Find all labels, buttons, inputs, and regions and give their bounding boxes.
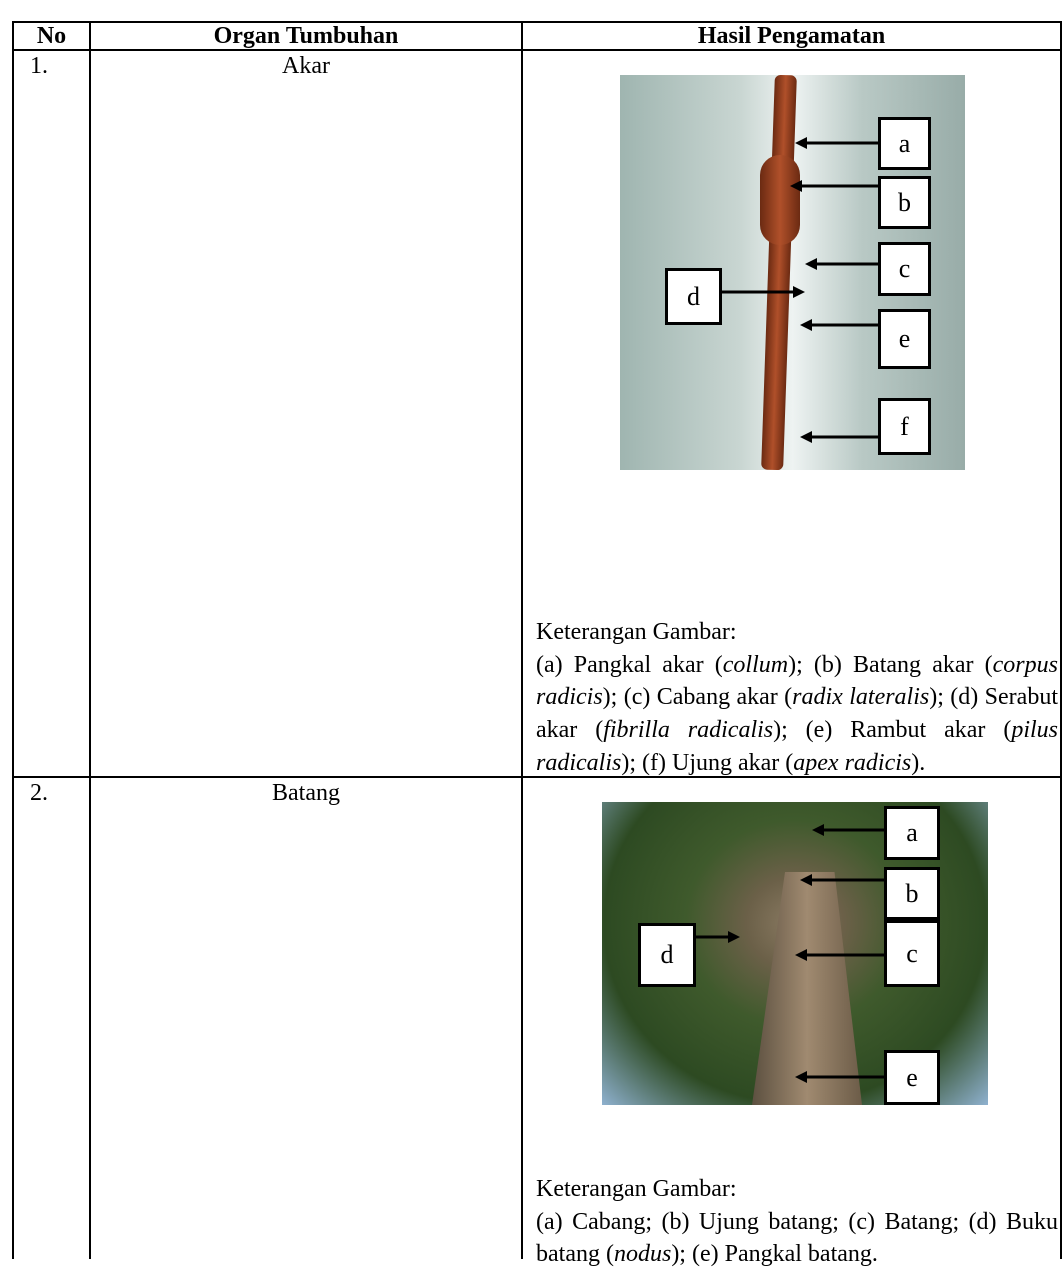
caption-run: ); (d) Serabut akar (: [536, 684, 1058, 744]
label-box: d: [665, 268, 722, 325]
arrow-head: [795, 137, 807, 149]
caption-italic: apex radicis: [793, 749, 912, 776]
table-border: [89, 21, 91, 1259]
caption-heading: Keterangan Gambar:: [536, 619, 737, 645]
caption-heading: Keterangan Gambar:: [536, 1176, 737, 1202]
caption-italic: fibrilla radicalis: [603, 717, 774, 744]
arrow-head: [795, 1071, 807, 1083]
caption-italic: collum: [722, 651, 789, 678]
caption-italic: radix lateralis: [792, 684, 930, 711]
label-box: c: [884, 920, 940, 987]
organ-name: Batang: [272, 780, 340, 806]
table-border: [12, 21, 14, 1259]
caption-italic: nodus: [613, 1241, 672, 1268]
arrow-head: [800, 874, 812, 886]
organ-name: Akar: [282, 53, 330, 79]
label-box: b: [884, 867, 940, 920]
table-border: [12, 776, 1062, 778]
label-box: e: [884, 1050, 940, 1105]
table-border: [1060, 21, 1062, 1259]
label-box: f: [878, 398, 931, 455]
arrow-head: [795, 949, 807, 961]
arrow-head: [800, 319, 812, 331]
header-cell: Organ Tumbuhan: [213, 23, 399, 49]
caption-italic: pilus radicalis: [536, 717, 1058, 776]
caption-text: (a) Pangkal akar (collum); (b) Batang ak…: [536, 652, 1058, 776]
caption-italic: corpus radicis: [536, 651, 1058, 711]
label-box: b: [878, 176, 931, 229]
arrow-head: [805, 258, 817, 270]
table-border: [12, 49, 1062, 51]
label-box: a: [884, 806, 940, 860]
table-border: [12, 21, 1062, 23]
label-box: a: [878, 117, 931, 170]
label-box: c: [878, 242, 931, 296]
caption: Keterangan Gambar: (a) Pangkal akar (coll…: [536, 616, 1058, 780]
caption-run: (a) Cabang; (b) Ujung batang; (c) Batang…: [536, 1208, 1058, 1268]
caption-run: ); (e) Rambut akar (: [773, 717, 1012, 744]
arrow-head: [728, 931, 740, 943]
caption-run: ); (e) Pangkal batang.: [671, 1241, 878, 1268]
caption-run: (a) Pangkal akar (: [536, 651, 723, 678]
header-cell: No: [36, 23, 67, 49]
row-number: 1.: [30, 53, 48, 79]
table-border: [521, 21, 523, 1259]
caption-run: ); (c) Cabang akar (: [602, 684, 793, 711]
arrow-head: [800, 431, 812, 443]
arrow-head: [793, 286, 805, 298]
caption-run: ).: [911, 749, 926, 776]
caption-run: ); (b) Batang akar (: [788, 651, 993, 678]
row-number: 2.: [30, 780, 48, 806]
header-cell: Hasil Pengamatan: [697, 23, 886, 49]
caption-run: ); (f) Ujung akar (: [621, 749, 794, 776]
arrow-head: [812, 824, 824, 836]
label-box: d: [638, 923, 696, 987]
arrow-head: [790, 180, 802, 192]
label-box: e: [878, 309, 931, 369]
caption: Keterangan Gambar: (a) Cabang; (b) Ujung …: [536, 1173, 1058, 1271]
